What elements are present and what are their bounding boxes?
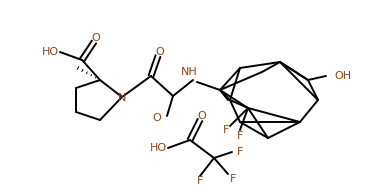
- Text: O: O: [197, 111, 206, 121]
- Text: N: N: [118, 93, 126, 103]
- Text: F: F: [237, 147, 243, 157]
- Text: F: F: [230, 174, 236, 184]
- Text: O: O: [92, 33, 101, 43]
- Text: HO: HO: [41, 47, 59, 57]
- Text: HO: HO: [149, 143, 167, 153]
- Text: F: F: [197, 176, 203, 186]
- Text: F: F: [237, 131, 243, 141]
- Text: F: F: [223, 125, 229, 135]
- Text: O: O: [156, 47, 164, 57]
- Text: O: O: [153, 113, 161, 123]
- Text: NH: NH: [181, 67, 197, 77]
- Text: OH: OH: [334, 71, 351, 81]
